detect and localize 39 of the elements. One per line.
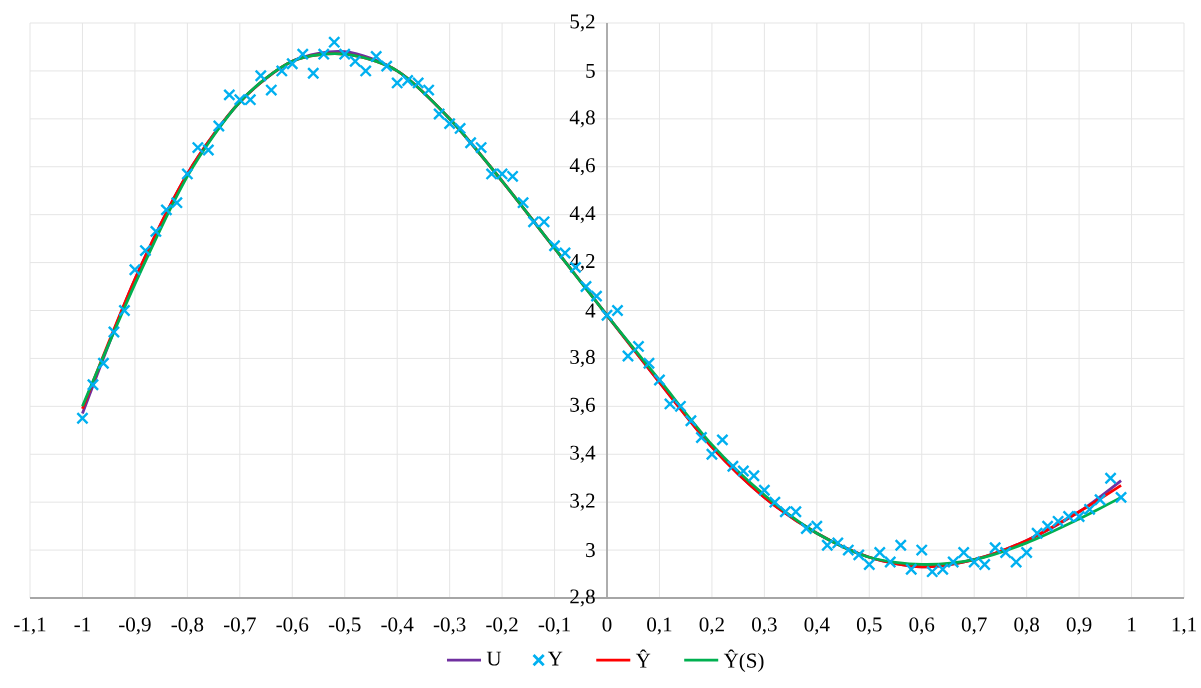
y-tick-label: 4 [585,303,596,318]
x-tick-label: 0,9 [1066,617,1092,635]
y-tick-label: 2,8 [570,589,595,607]
x-tick-label: -0,3 [433,617,466,635]
y-tick-label: 3 [586,543,595,558]
x-tick-label: 1 [1128,617,1136,632]
y-tick-label: 4,6 [569,158,595,176]
y-tick-label: 3,8 [570,349,595,367]
x-tick-label: -0,1 [538,617,570,635]
x-tick-label: 1,1 [1172,617,1196,635]
x-tick-label: -1,1 [14,617,46,635]
x-tick-label: 0,6 [909,617,935,635]
x-tick-label: -0,7 [223,617,256,635]
y-tick-label: 5,2 [570,14,595,32]
x-tick-label: -0,5 [328,617,361,635]
y-tick-label: 4,8 [569,110,595,128]
y-tick-label: 3,6 [570,397,595,415]
x-tick-label: 0,5 [856,617,882,635]
x-tick-label: 0,2 [699,617,724,635]
y-tick-label: 3,2 [570,493,595,511]
x-tick-label: 0,7 [961,617,987,635]
x-tick-label: -0,9 [119,617,151,635]
legend-label: U [486,651,502,666]
x-tick-label: 0,1 [647,617,672,635]
x-tick-label: 0 [602,617,612,632]
x-tick-label: -1 [74,617,90,632]
y-tick-label: 4,4 [569,206,596,224]
x-tick-label: -0,4 [381,617,414,635]
legend-label: Y [547,651,563,666]
x-tick-label: 0,8 [1014,617,1039,635]
x-tick-label: -0,8 [171,617,204,635]
legend-label: Ŷ [635,649,651,668]
x-tick-label: -0,6 [276,617,309,635]
y-tick-label: 5 [586,63,595,78]
x-tick-label: 0,3 [752,617,777,635]
legend-label: Ŷ(S) [723,649,764,672]
x-tick-label: 0,4 [804,617,830,635]
x-tick-label: -0,2 [486,617,518,635]
y-tick-label: 3,4 [570,445,596,463]
